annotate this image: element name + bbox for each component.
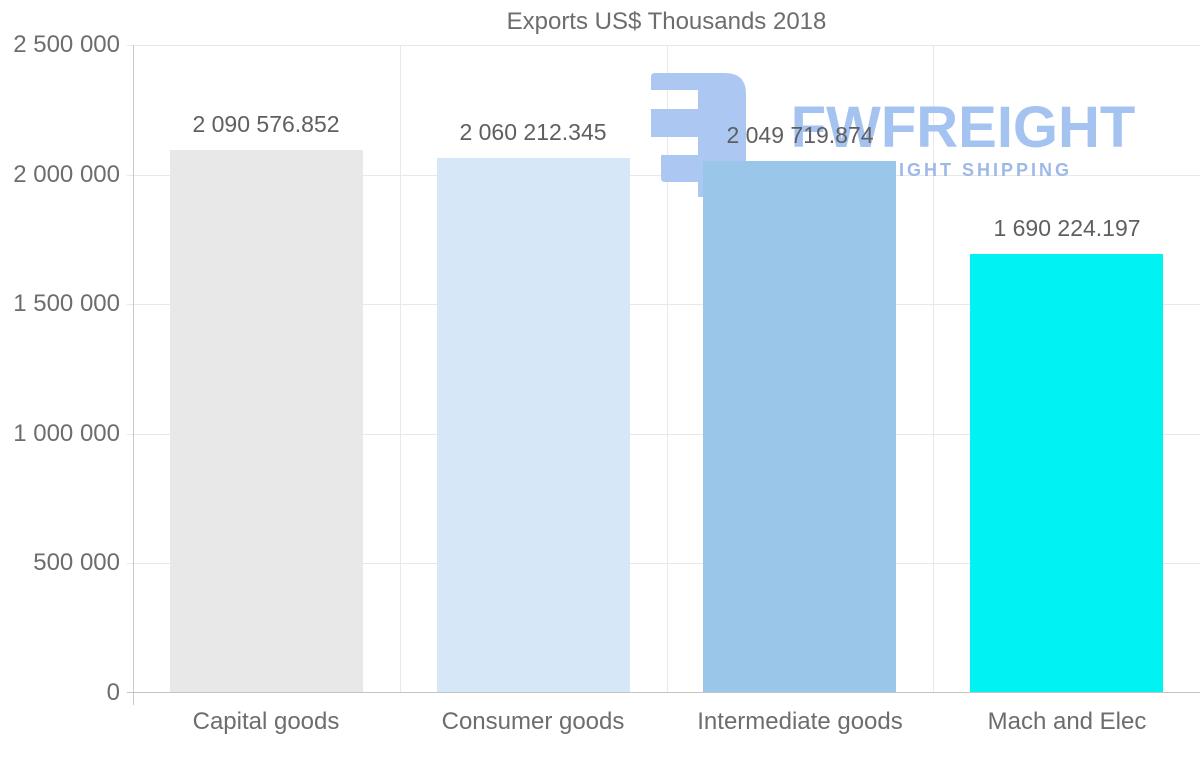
y-axis-line <box>133 45 134 705</box>
y-tick-label: 1 000 000 <box>13 420 120 447</box>
gridline <box>127 563 1200 564</box>
chart-title: Exports US$ Thousands 2018 <box>506 8 827 35</box>
y-axis-labels: 2 500 000 2 000 000 1 500 000 1 000 000 500 … <box>0 0 121 763</box>
gridline <box>127 434 1200 435</box>
x-category-label: Consumer goods <box>441 708 625 735</box>
y-tick-label: 2 000 000 <box>13 161 120 188</box>
category-separator <box>400 45 401 693</box>
plot-area: FWFREIGHT FREIGHT SHIPPING 2 090 576.852… <box>127 45 1200 705</box>
category-separator <box>933 45 934 693</box>
bar-consumer-goods <box>437 158 630 692</box>
gridline <box>127 304 1200 305</box>
bar-capital-goods <box>170 150 363 692</box>
x-axis-line <box>127 692 1200 693</box>
gridline <box>127 45 1200 46</box>
y-tick-label: 0 <box>106 679 120 706</box>
x-category-label: Capital goods <box>192 708 340 735</box>
x-category-label: Mach and Elec <box>987 708 1147 735</box>
x-category-label: Intermediate goods <box>697 708 903 735</box>
x-axis-labels: Capital goods Consumer goods Intermediate … <box>133 705 1200 745</box>
y-tick-label: 500 000 <box>33 549 120 576</box>
bar-value-label: 2 049 719.874 <box>726 122 874 148</box>
y-tick-label: 2 500 000 <box>13 31 120 58</box>
bar-value-label: 1 690 224.197 <box>993 215 1141 241</box>
category-separator <box>667 45 668 693</box>
bar-intermediate-goods <box>703 161 896 692</box>
bar-mach-and-elec <box>970 254 1163 692</box>
bar-value-label: 2 060 212.345 <box>459 119 607 145</box>
y-tick-label: 1 500 000 <box>13 290 120 317</box>
bar-value-label: 2 090 576.852 <box>192 111 340 137</box>
